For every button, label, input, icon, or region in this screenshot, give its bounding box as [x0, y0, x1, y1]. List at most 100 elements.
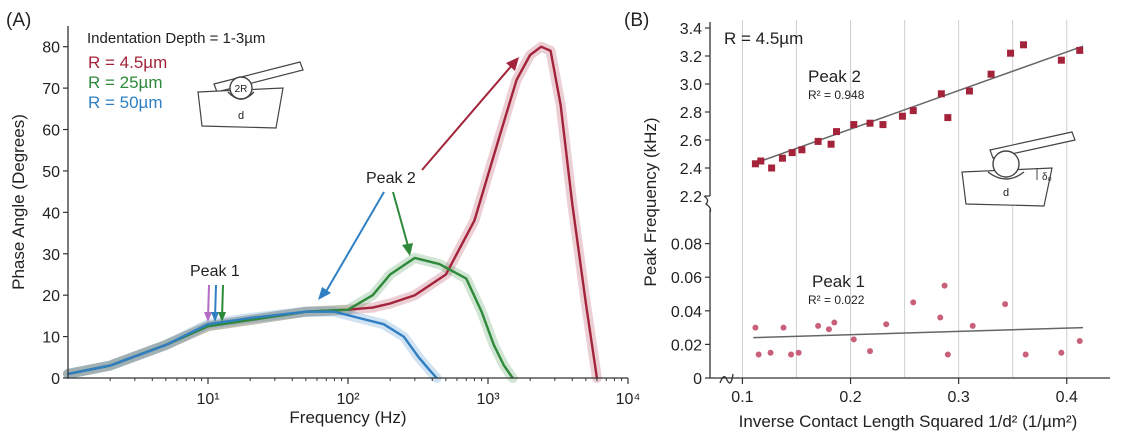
b-x-tick-label: 0.3 — [948, 389, 970, 406]
peak1-point — [1002, 301, 1009, 308]
panel-b-x-ticks: 0.1 0.2 0.3 0.4 — [731, 378, 1078, 406]
peak2-point — [751, 160, 759, 168]
peak2-point — [814, 137, 822, 145]
peak2-point — [1020, 41, 1028, 49]
panel-b-points — [751, 41, 1084, 358]
a-x-tick-label: 10¹ — [196, 391, 219, 408]
b-y-tick-label: 3.4 — [680, 21, 702, 38]
peak2-point — [879, 121, 887, 129]
x-axis-break — [719, 373, 734, 384]
peak2-label-a: Peak 2 — [366, 170, 416, 187]
panel-b-legend: R = 4.5µm — [724, 29, 803, 48]
panel-a-label: (A) — [6, 10, 31, 31]
peak2-point — [827, 140, 835, 148]
inset-delta-label: δ₀ — [1042, 172, 1052, 183]
peak1-point — [944, 351, 951, 358]
peak1-point — [1058, 349, 1065, 356]
peak1-point — [825, 326, 832, 333]
panel-b-x-label: Inverse Contact Length Squared 1/d² (1/µ… — [739, 412, 1078, 431]
a-x-tick-label: 10⁴ — [616, 391, 641, 408]
panel-a-series — [63, 41, 602, 383]
peak2-point — [866, 119, 874, 127]
panel-b-y-ticks: 2.2 2.4 2.6 2.8 3.0 3.2 3.4 0 0.02 0.04 0.06 0.08 — [671, 21, 710, 388]
b-y-tick-label: 0.08 — [671, 237, 702, 254]
peak1-point — [815, 322, 822, 329]
b-y-tick-label: 3.2 — [680, 49, 702, 66]
peak1-point — [850, 336, 857, 343]
b-y-tick-label: 0.02 — [671, 337, 702, 354]
b-x-tick-label: 0.1 — [731, 389, 753, 406]
indentation-depth-label: Indentation Depth = 1-3µm — [87, 30, 265, 47]
peak2-label-b: Peak 2 — [808, 67, 861, 86]
peak1-point — [969, 322, 976, 329]
b-y-tick-label: 3.0 — [680, 77, 702, 94]
peak2-r2: R² = 0.948 — [808, 88, 865, 102]
a-series-band — [63, 306, 442, 383]
peak2-point — [832, 128, 840, 136]
a-legend-entry: R = 25µm — [88, 73, 163, 92]
peak1-point — [795, 349, 802, 356]
peak1-point — [910, 299, 917, 306]
peak1-point — [883, 321, 890, 328]
a-y-tick-label: 70 — [42, 81, 60, 98]
peak2-point — [788, 149, 796, 157]
peak1-arrows — [204, 284, 226, 322]
peak1-point — [752, 324, 759, 331]
a-y-tick-label: 80 — [42, 40, 60, 57]
peak1-point — [767, 349, 774, 356]
peak1-point — [1022, 351, 1029, 358]
peak1-point — [831, 319, 838, 326]
b-y-tick-label: 0.04 — [671, 304, 702, 321]
peak2-point — [987, 70, 995, 78]
inset-contact-label-b: d — [1003, 187, 1009, 199]
b-y-tick-label: 0 — [693, 371, 702, 388]
peak2-point — [965, 87, 973, 95]
peak1-point — [937, 314, 944, 321]
a-y-tick-label: 40 — [42, 205, 60, 222]
indenter-schematic-b: δ₀ d — [961, 131, 1076, 207]
peak1-point — [941, 282, 948, 289]
a-legend-entry: R = 50µm — [88, 93, 163, 112]
peak2-point — [937, 90, 945, 98]
b-y-tick-label: 2.8 — [680, 105, 702, 122]
peak2-point — [798, 146, 806, 154]
b-x-tick-label: 0.2 — [839, 389, 861, 406]
peak2-point — [757, 157, 765, 165]
peak2-point — [898, 112, 906, 120]
peak1-point — [755, 351, 762, 358]
peak2-point — [1007, 49, 1015, 57]
a-x-tick-label: 10³ — [476, 391, 500, 408]
a-x-tick-label: 10² — [336, 391, 360, 408]
peak2-fit-line — [752, 45, 1084, 165]
inset-radius-label: 2R — [235, 84, 248, 95]
a-y-tick-label: 30 — [42, 247, 60, 264]
peak2-point — [850, 121, 858, 129]
peak2-point — [768, 164, 776, 172]
a-y-tick-label: 0 — [51, 371, 60, 388]
b-y-tick-label: 0.06 — [671, 270, 702, 287]
panel-a-x-label: Frequency (Hz) — [289, 408, 406, 427]
peak1-fit-line — [753, 326, 1083, 339]
peak2-point — [909, 107, 917, 115]
peak2-point — [778, 154, 786, 162]
a-y-tick-label: 20 — [42, 288, 60, 305]
b-y-tick-label: 2.2 — [680, 189, 702, 206]
a-y-tick-label: 50 — [42, 164, 60, 181]
inset-contact-label-a: d — [238, 110, 244, 122]
panel-b-y-label: Peak Frequency (kHz) — [641, 117, 660, 286]
peak2-point — [944, 114, 952, 122]
y-axis-break — [703, 195, 712, 213]
peak1-point — [788, 351, 795, 358]
peak1-point — [780, 324, 787, 331]
peak2-point — [1076, 46, 1084, 54]
peak2-point — [1057, 56, 1065, 64]
b-y-tick-label: 2.4 — [680, 161, 702, 178]
b-y-tick-label: 2.6 — [680, 133, 702, 150]
peak1-r2: R² = 0.022 — [808, 293, 865, 307]
b-x-tick-label: 0.4 — [1056, 389, 1078, 406]
peak2-arrows — [318, 57, 519, 300]
peak1-label-b: Peak 1 — [812, 272, 865, 291]
a-series-line-2 — [67, 310, 438, 379]
